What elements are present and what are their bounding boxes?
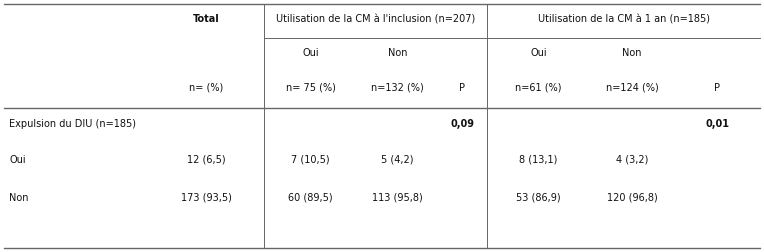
Text: 8 (13,1): 8 (13,1) (520, 155, 558, 165)
Text: 0,01: 0,01 (705, 119, 730, 129)
Text: Non: Non (9, 193, 29, 203)
Text: Total: Total (193, 14, 220, 24)
Text: Expulsion du DIU (n=185): Expulsion du DIU (n=185) (9, 119, 136, 129)
Text: n=61 (%): n=61 (%) (516, 83, 562, 93)
Text: 120 (96,8): 120 (96,8) (607, 193, 658, 203)
Text: n=124 (%): n=124 (%) (606, 83, 659, 93)
Text: 5 (4,2): 5 (4,2) (381, 155, 413, 165)
Text: Non: Non (623, 48, 642, 58)
Text: Utilisation de la CM à 1 an (n=185): Utilisation de la CM à 1 an (n=185) (538, 14, 710, 24)
Text: Utilisation de la CM à l'inclusion (n=207): Utilisation de la CM à l'inclusion (n=20… (276, 14, 475, 24)
Text: Oui: Oui (303, 48, 319, 58)
Text: P: P (459, 83, 465, 93)
Text: 0,09: 0,09 (450, 119, 474, 129)
Text: 7 (10,5): 7 (10,5) (291, 155, 330, 165)
Text: 53 (86,9): 53 (86,9) (516, 193, 561, 203)
Text: Non: Non (387, 48, 407, 58)
Text: 12 (6,5): 12 (6,5) (187, 155, 225, 165)
Text: 173 (93,5): 173 (93,5) (181, 193, 231, 203)
Text: P: P (714, 83, 720, 93)
Text: Oui: Oui (530, 48, 547, 58)
Text: 60 (89,5): 60 (89,5) (288, 193, 333, 203)
Text: n= 75 (%): n= 75 (%) (286, 83, 335, 93)
Text: 113 (95,8): 113 (95,8) (372, 193, 422, 203)
Text: n=132 (%): n=132 (%) (371, 83, 424, 93)
Text: Oui: Oui (9, 155, 26, 165)
Text: n= (%): n= (%) (189, 83, 223, 93)
Text: 4 (3,2): 4 (3,2) (616, 155, 649, 165)
